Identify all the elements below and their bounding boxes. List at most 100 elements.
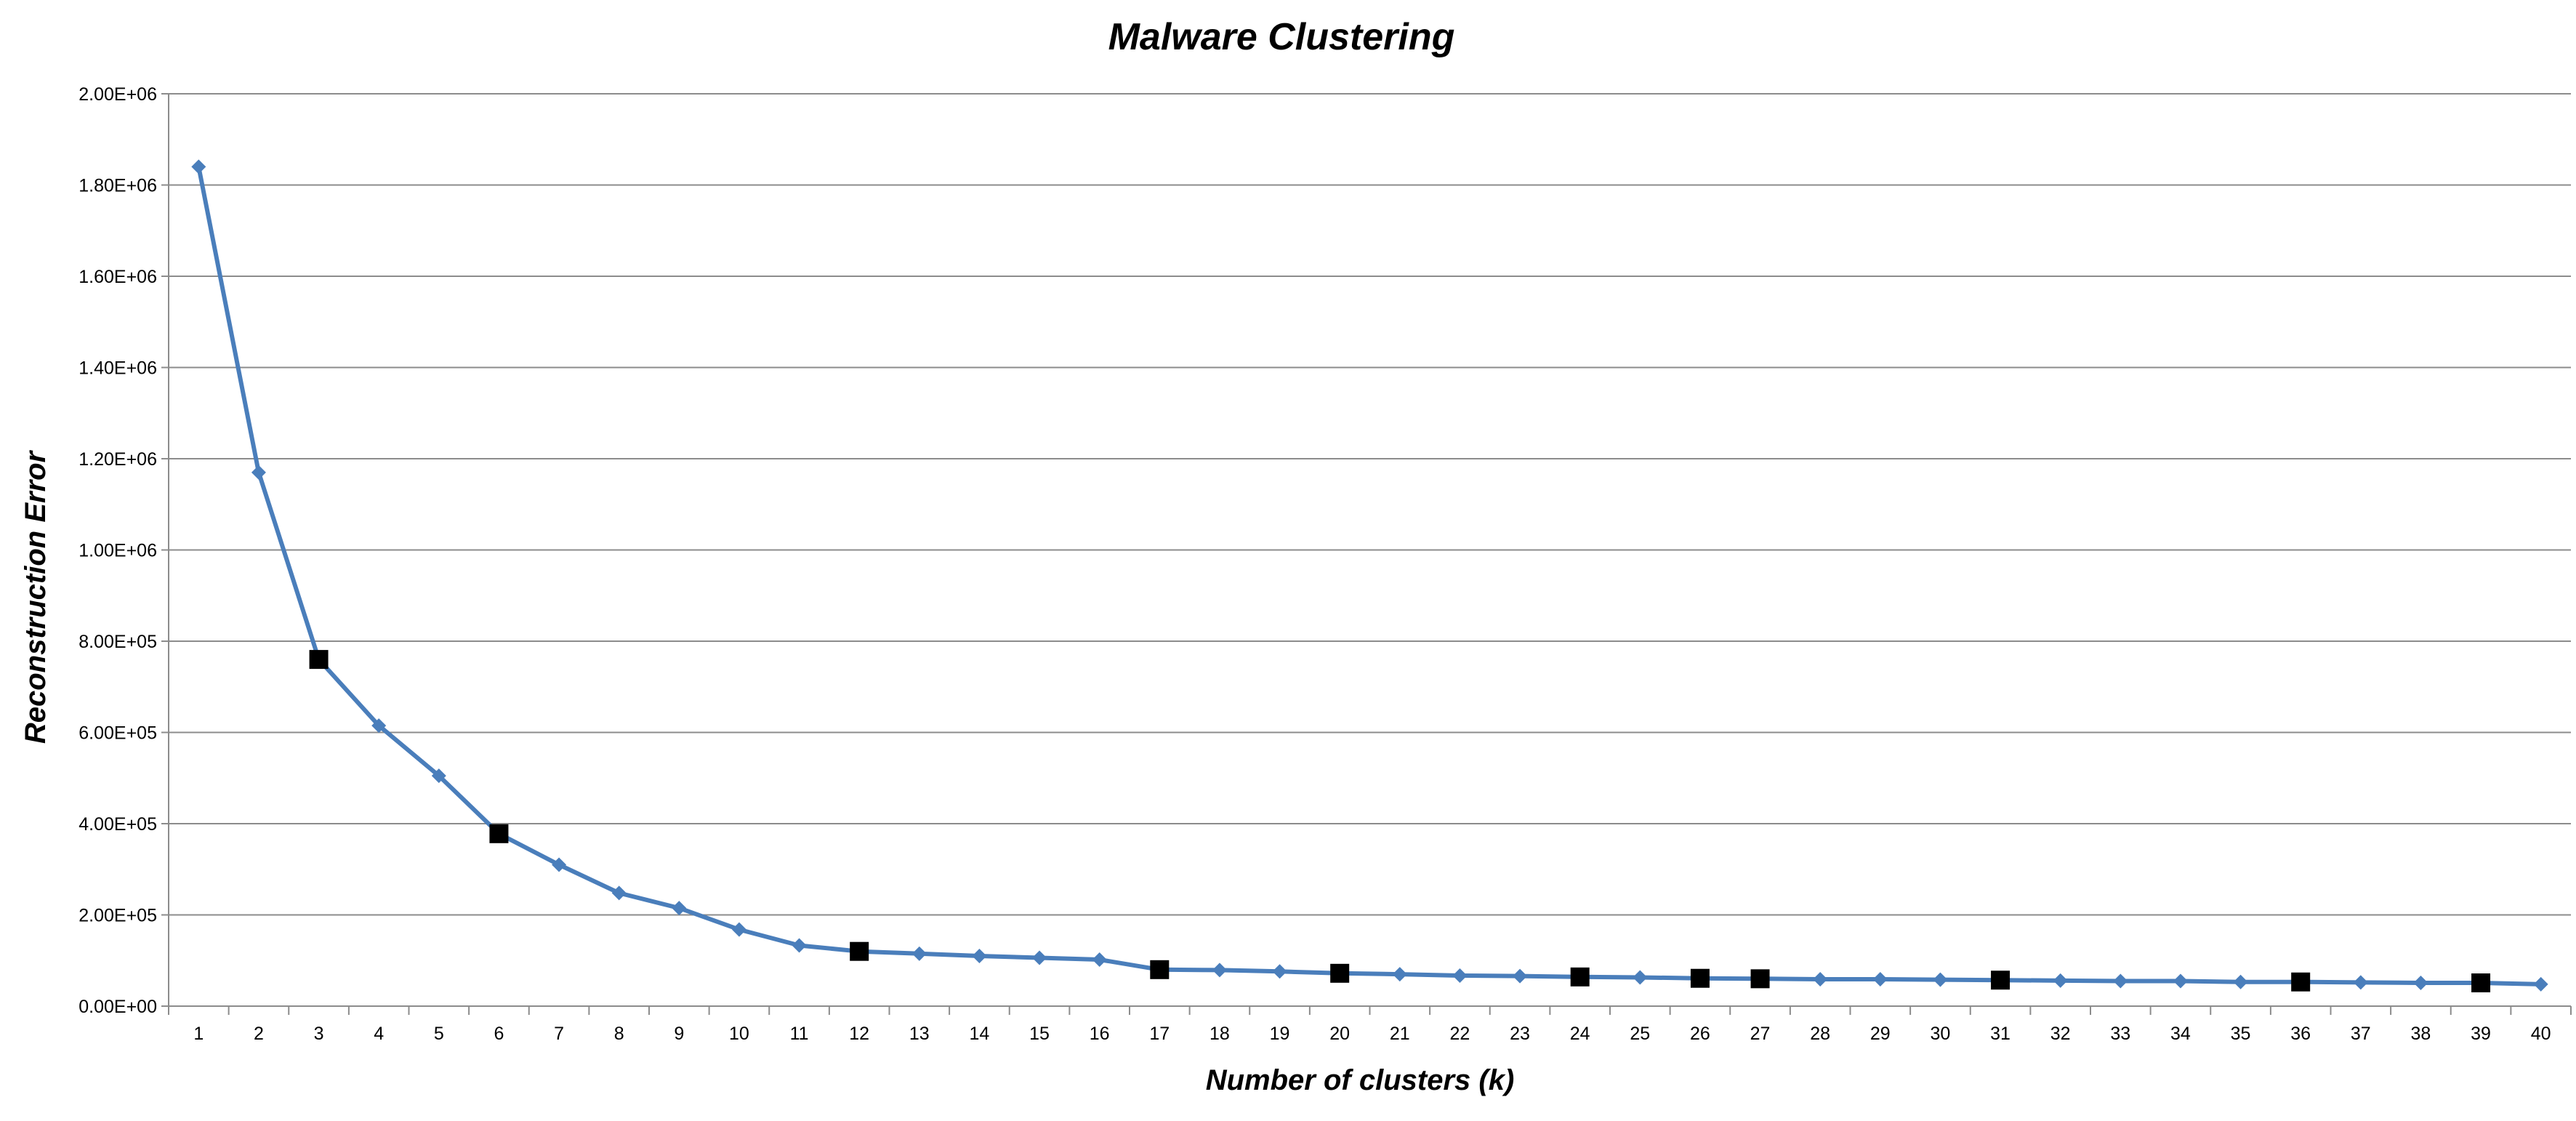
x-tick-label: 39 [2471,1024,2491,1044]
x-tick-label: 38 [2411,1024,2431,1044]
data-point [1392,967,1407,982]
data-point [1092,952,1107,967]
x-tick-label: 2 [254,1024,264,1044]
highlighted-point [850,941,869,961]
x-tick-label: 14 [970,1024,990,1044]
data-point [672,901,687,916]
grid-lines [169,93,2571,916]
highlighted-point [2291,972,2311,992]
data-point [2353,975,2368,990]
highlighted-point [1570,967,1590,987]
x-tick-label: 37 [2351,1024,2371,1044]
x-tick-label: 25 [1630,1024,1650,1044]
y-tick-label: 1.00E+06 [79,541,157,561]
x-tick-label: 17 [1149,1024,1170,1044]
data-point [1933,972,1948,987]
x-tick-label: 28 [1810,1024,1830,1044]
data-point [1212,963,1227,978]
data-point [2233,974,2248,989]
x-tick-label: 27 [1750,1024,1771,1044]
data-point [371,718,387,734]
x-tick-label: 32 [2050,1024,2071,1044]
x-tick-label: 36 [2290,1024,2311,1044]
x-tick-label: 11 [790,1024,809,1044]
data-point [431,768,446,784]
highlighted-point [1991,971,2011,990]
x-tick-label: 15 [1029,1024,1050,1044]
data-point [1032,950,1047,965]
x-tick-label: 35 [2231,1024,2251,1044]
x-tick-label: 16 [1090,1024,1110,1044]
data-points [191,159,2548,992]
x-tick-label: 34 [2170,1024,2191,1044]
data-point [1633,970,1648,985]
x-axis-label: Number of clusters (k) [1206,1064,1515,1096]
x-tick-label: 19 [1270,1024,1290,1044]
x-tick-label: 33 [2110,1024,2130,1044]
x-tick-label: 20 [1329,1024,1350,1044]
x-tick-label: 40 [2531,1024,2551,1044]
x-tick-label: 9 [674,1024,684,1044]
x-tick-label: 12 [849,1024,869,1044]
x-tick-label: 18 [1209,1024,1230,1044]
x-tick-labels: 1 2 3 4 5 6 7 8 9 10 11 12 13 14 15 16 17 18 19 20 21 22 23 24 2… [193,1024,2551,1044]
highlighted-point [309,650,329,670]
highlighted-point [1330,963,1350,983]
y-tick-label: 0.00E+00 [79,997,157,1017]
y-tick-label: 8.00E+05 [79,632,157,652]
highlighted-point [2471,973,2491,992]
data-point [1513,968,1528,984]
x-tick-label: 8 [614,1024,624,1044]
data-point [552,857,567,872]
highlighted-point [489,824,509,843]
data-point [2053,973,2068,988]
x-tick-label: 22 [1450,1024,1470,1044]
x-tick-label: 3 [314,1024,324,1044]
series-polyline [196,166,2541,987]
x-tick-label: 10 [729,1024,749,1044]
chart-title: Malware Clustering [1108,16,1455,58]
y-tick-label: 4.00E+05 [79,814,157,835]
data-point [1872,971,1888,987]
data-point [731,922,746,937]
data-point [2113,973,2128,989]
data-point [191,159,206,174]
data-point [911,946,927,961]
x-tick-label: 24 [1570,1024,1590,1044]
data-point [1272,964,1287,979]
highlighted-point [1750,969,1770,989]
x-tick-label: 26 [1690,1024,1710,1044]
x-tick-label: 1 [193,1024,204,1044]
x-tick-label: 23 [1510,1024,1530,1044]
x-tick-label: 6 [494,1024,504,1044]
y-tick-label: 6.00E+05 [79,723,157,744]
x-tick-label: 13 [909,1024,930,1044]
data-point [2533,976,2548,992]
data-point [1452,968,1468,983]
y-tick-label: 1.40E+06 [79,358,157,379]
data-point [251,465,266,480]
highlighted-point [1690,968,1710,988]
axes [161,93,2572,1015]
x-tick-label: 29 [1870,1024,1891,1044]
x-tick-label: 21 [1390,1024,1410,1044]
data-point [611,885,627,901]
y-tick-label: 2.00E+06 [79,84,157,105]
highlighted-point [1150,960,1170,979]
data-point [2173,973,2188,989]
y-tick-label: 1.20E+06 [79,449,157,470]
x-tick-label: 4 [374,1024,384,1044]
x-tick-label: 31 [1990,1024,2011,1044]
data-point [2413,975,2428,990]
y-axis-label: Reconstruction Error [20,449,52,744]
y-tick-labels: 0.00E+00 2.00E+05 4.00E+05 6.00E+05 8.00E+05… [79,84,157,1017]
x-tick-label: 7 [554,1024,564,1044]
x-tick-label: 30 [1931,1024,1951,1044]
data-point [972,948,987,963]
y-tick-label: 1.80E+06 [79,176,157,196]
data-point [1813,971,1828,987]
y-tick-label: 1.60E+06 [79,267,157,287]
data-point [792,938,807,953]
